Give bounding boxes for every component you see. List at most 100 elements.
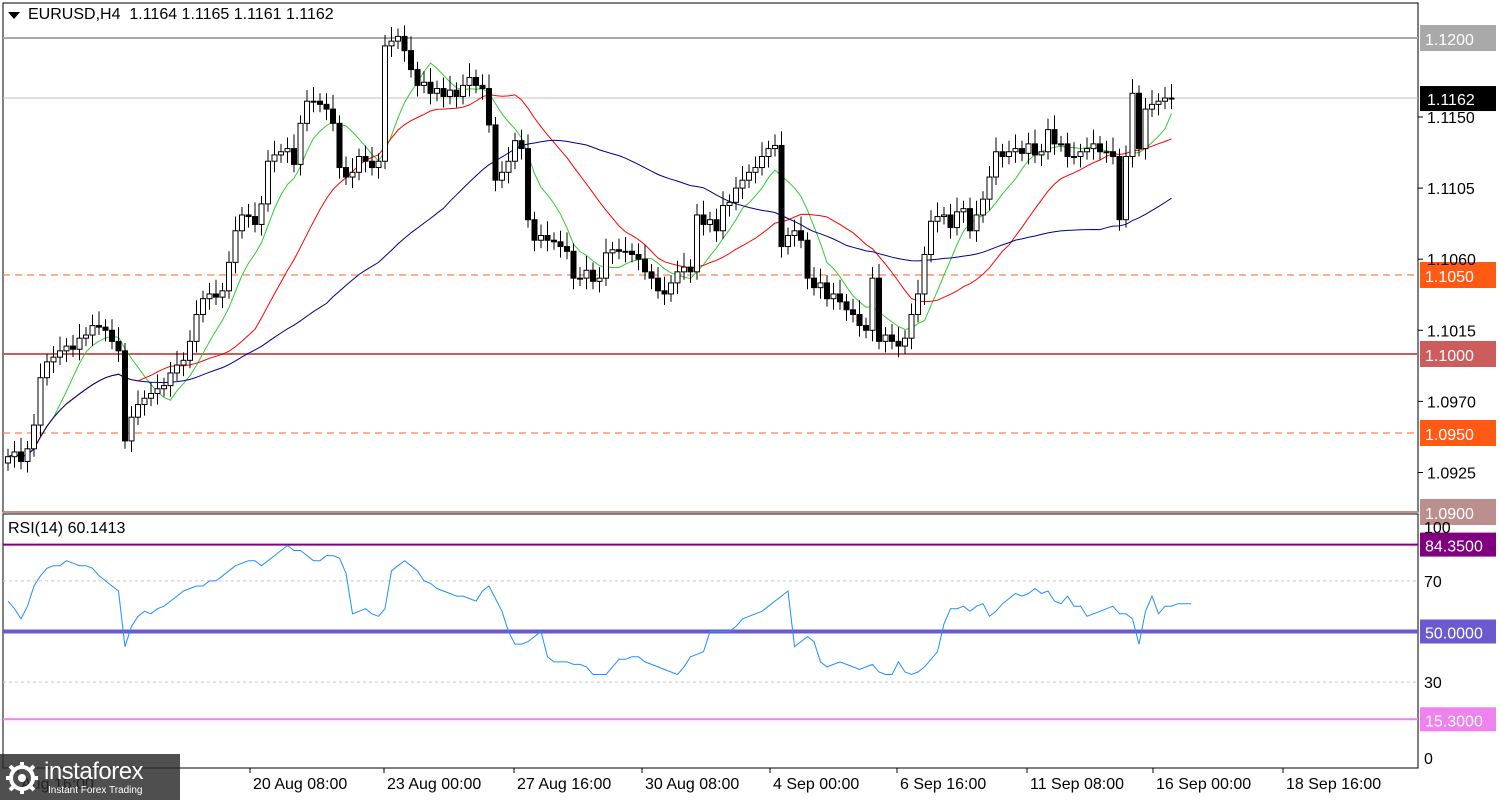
candle-body	[1116, 156, 1123, 221]
time-tick-label: 27 Aug 16:00	[517, 776, 611, 793]
candle-body	[1110, 151, 1116, 157]
level-label: 1.1200	[1425, 32, 1474, 49]
moving-average-fast	[7, 62, 1172, 458]
candle-body	[5, 456, 11, 464]
logo-tagline: Instant Forex Trading	[48, 785, 143, 796]
candle-body	[954, 211, 960, 229]
candle-body	[89, 325, 96, 336]
candle-body	[1064, 143, 1071, 158]
candle-body	[200, 298, 206, 316]
candle-body	[843, 301, 850, 311]
candle-body	[193, 314, 200, 342]
rsi-level-label: 84.3500	[1425, 539, 1483, 556]
candle-body	[544, 235, 551, 241]
price-tick-label: 1.1105	[1427, 181, 1475, 198]
candle-body	[629, 250, 635, 255]
candle-body	[388, 40, 395, 47]
candle-body	[551, 239, 557, 243]
candle-body	[31, 424, 37, 450]
candle-body	[518, 140, 525, 150]
candle-body	[226, 261, 232, 292]
price-tick-label: 1.1150	[1427, 110, 1475, 127]
candle-body	[336, 122, 343, 169]
candle-body	[876, 277, 882, 342]
candle-body	[557, 241, 564, 248]
candle-body	[973, 214, 980, 232]
candle-body	[1058, 143, 1064, 146]
candle-body	[1162, 97, 1168, 102]
price-pane-border	[2, 2, 1419, 513]
rsi-line	[7, 544, 1191, 676]
rsi-level-label: 50.0000	[1425, 626, 1483, 643]
price-tick-label: 1.0925	[1427, 466, 1476, 483]
candle-body	[882, 334, 889, 342]
candle-body	[993, 151, 999, 178]
candle-body	[479, 84, 486, 90]
time-tick-label: 18 Sep 16:00	[1286, 776, 1381, 793]
candle-body	[908, 314, 915, 339]
candle-body	[726, 201, 733, 206]
candle-body	[1019, 148, 1025, 154]
candle-body	[960, 208, 967, 213]
candle-body	[1090, 143, 1097, 150]
moving-average-mid	[7, 93, 1172, 458]
candle-body	[349, 171, 356, 178]
candle-body	[791, 230, 798, 236]
level-label-box	[1420, 341, 1496, 367]
candle-body	[804, 239, 811, 279]
candle-body	[180, 359, 187, 366]
candle-body	[928, 220, 934, 255]
candle-body	[642, 258, 648, 273]
candle-body	[414, 69, 421, 86]
candle-body	[375, 160, 382, 169]
chart-menu-icon[interactable]	[8, 12, 20, 19]
logo-name: instaforex	[44, 758, 144, 785]
candle-body	[889, 334, 895, 342]
candle-body	[1155, 100, 1162, 105]
rsi-level-label: 15.3000	[1425, 713, 1483, 730]
candle-body	[739, 179, 746, 189]
rsi-header: RSI(14) 60.1413	[8, 520, 126, 537]
candle-body	[902, 337, 908, 347]
candle-body	[850, 309, 856, 316]
candle-body	[525, 148, 531, 221]
candle-body	[453, 89, 460, 97]
candle-body	[330, 108, 336, 124]
level-label-box	[1420, 420, 1496, 446]
candle-body	[297, 122, 304, 165]
candle-body	[869, 277, 876, 331]
candle-body	[141, 397, 148, 406]
candle-body	[733, 187, 739, 203]
candle-body	[96, 325, 102, 328]
candle-body	[278, 151, 284, 156]
candle-body	[1032, 143, 1038, 156]
time-tick-label: 16 Sep 00:00	[1156, 776, 1251, 793]
candle-body	[778, 144, 785, 248]
candle-body	[1123, 156, 1129, 221]
candle-body	[921, 253, 928, 295]
candle-body	[154, 388, 161, 395]
candle-body	[161, 385, 167, 390]
time-tick-label: 20 Aug 08:00	[253, 776, 347, 793]
level-label: 1.1050	[1425, 269, 1474, 286]
candle-body	[1038, 151, 1045, 156]
candle-body	[603, 252, 609, 279]
candle-body	[863, 325, 869, 331]
candle-body	[1103, 151, 1110, 154]
candle-body	[635, 253, 642, 260]
candle-body	[577, 277, 583, 280]
ohlc-values: 1.1164 1.1165 1.1161 1.1162	[129, 6, 334, 23]
candle-body	[304, 100, 310, 124]
candle-body	[934, 216, 941, 222]
candle-body	[746, 171, 752, 181]
instaforex-logo: instaforex Instant Forex Trading	[0, 754, 180, 800]
candle-body	[798, 230, 804, 241]
rsi-level-box	[1420, 532, 1496, 557]
candle-body	[681, 266, 687, 273]
candle-body	[1077, 151, 1084, 157]
candle-body	[1006, 151, 1012, 157]
symbol-timeframe: EURUSD,H4	[28, 6, 121, 23]
candle-body	[115, 340, 122, 352]
